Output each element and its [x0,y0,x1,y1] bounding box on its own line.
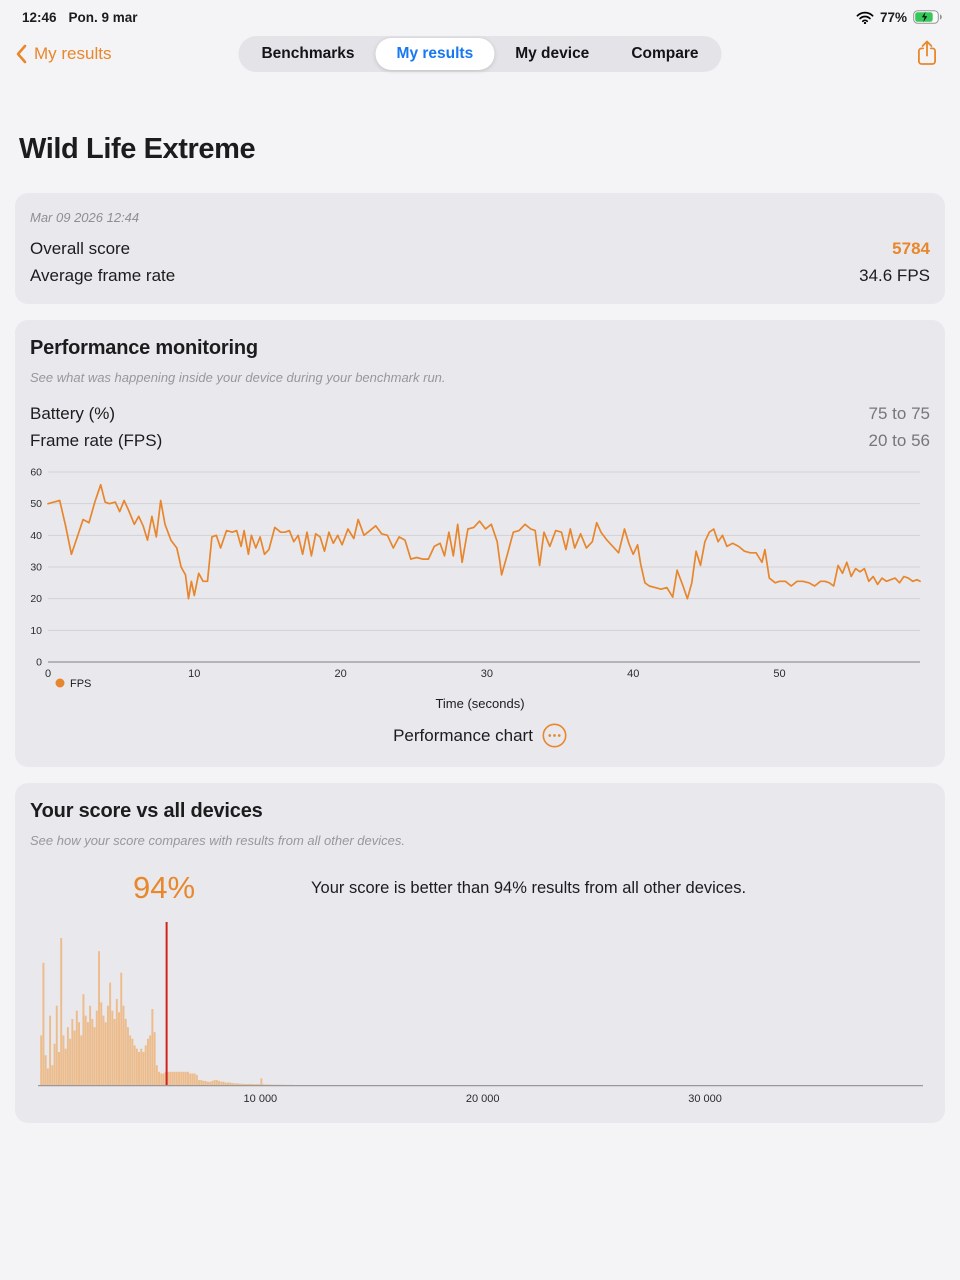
svg-text:FPS: FPS [70,678,91,690]
svg-text:20: 20 [334,668,346,680]
kv-value: 34.6 FPS [859,266,930,285]
kv-row: Overall score 5784 [30,235,930,262]
navigation-bar: My results Benchmarks My results My device… [15,36,945,72]
tab-bar: Benchmarks My results My device Compare [238,36,722,72]
wifi-icon [856,11,874,24]
percentile-value: 94% [133,870,196,905]
svg-text:10: 10 [30,625,42,637]
status-bar: 12:46 Pon. 9 mar 77% [0,0,960,26]
percentile-description: Your score is better than 94% results fr… [311,878,747,897]
back-button-label: My results [34,44,112,63]
percentile-row: 94% Your score is better than 94% result… [30,870,930,906]
kv-value: 5784 [892,239,930,258]
status-date: Pon. 9 mar [68,9,138,25]
share-button[interactable] [909,39,945,70]
svg-text:30: 30 [30,562,42,574]
score-distribution-histogram: 10 000 20 000 30 000 [38,922,923,1105]
share-icon [918,40,936,65]
status-time: 12:46 [22,9,57,25]
svg-text:40: 40 [30,530,42,542]
fps-chart-x-axis-title: Time (seconds) [435,696,525,711]
performance-card-title: Performance monitoring [30,337,258,359]
score-summary-card: Mar 09 2026 12:44 Overall score 5784 Avera… [15,193,945,304]
ellipsis-menu-icon[interactable] [542,723,567,748]
svg-text:0: 0 [45,668,51,680]
kv-label: Average frame rate [30,266,176,285]
metric-rows: Battery (%) 75 to 75 Frame rate (FPS) 20 to… [30,400,930,454]
svg-text:10: 10 [188,668,200,680]
tab-compare[interactable]: Compare [610,38,719,70]
chevron-left-icon [16,44,27,64]
svg-text:30: 30 [481,668,493,680]
comparison-card-subtitle: See how your score compares with results… [30,833,405,848]
svg-text:0: 0 [36,657,42,669]
svg-text:50: 50 [30,498,42,510]
kv-label: Battery (%) [30,404,116,423]
score-rows: Overall score 5784 Average frame rate 34.6 … [30,235,930,289]
fps-line-chart: 0 10 20 30 40 50 60 0 10 20 30 40 50 FPS [30,467,921,690]
comparison-card-title: Your score vs all devices [30,800,263,822]
svg-text:50: 50 [773,668,785,680]
svg-text:20 000: 20 000 [466,1093,500,1105]
kv-value: 75 to 75 [868,404,930,423]
kv-row: Average frame rate 34.6 FPS [30,262,930,289]
performance-chart-link[interactable]: Performance chart [30,723,930,752]
kv-row: Battery (%) 75 to 75 [30,400,930,427]
page-title: Wild Life Extreme [19,133,256,165]
svg-text:60: 60 [30,467,42,479]
svg-text:10 000: 10 000 [244,1093,278,1105]
back-button[interactable]: My results [15,44,111,64]
kv-label: Frame rate (FPS) [30,431,163,450]
performance-card-subtitle: See what was happening inside your devic… [30,370,446,385]
performance-chart-link-label: Performance chart [393,725,533,745]
kv-label: Overall score [30,239,131,258]
kv-value: 20 to 56 [868,431,930,450]
battery-charging-icon [913,10,942,24]
tab-benchmarks[interactable]: Benchmarks [240,38,375,70]
battery-percent: 77% [879,9,907,25]
tab-my-device[interactable]: My device [494,38,610,70]
svg-text:30 000: 30 000 [688,1093,722,1105]
tab-my-results[interactable]: My results [375,38,495,70]
svg-text:40: 40 [627,668,639,680]
run-timestamp: Mar 09 2026 12:44 [30,210,140,225]
performance-monitoring-card: Performance monitoring See what was happ… [15,320,945,767]
kv-row: Frame rate (FPS) 20 to 56 [30,427,930,454]
score-comparison-card: Your score vs all devices See how your s… [15,783,945,1123]
svg-text:20: 20 [30,593,42,605]
